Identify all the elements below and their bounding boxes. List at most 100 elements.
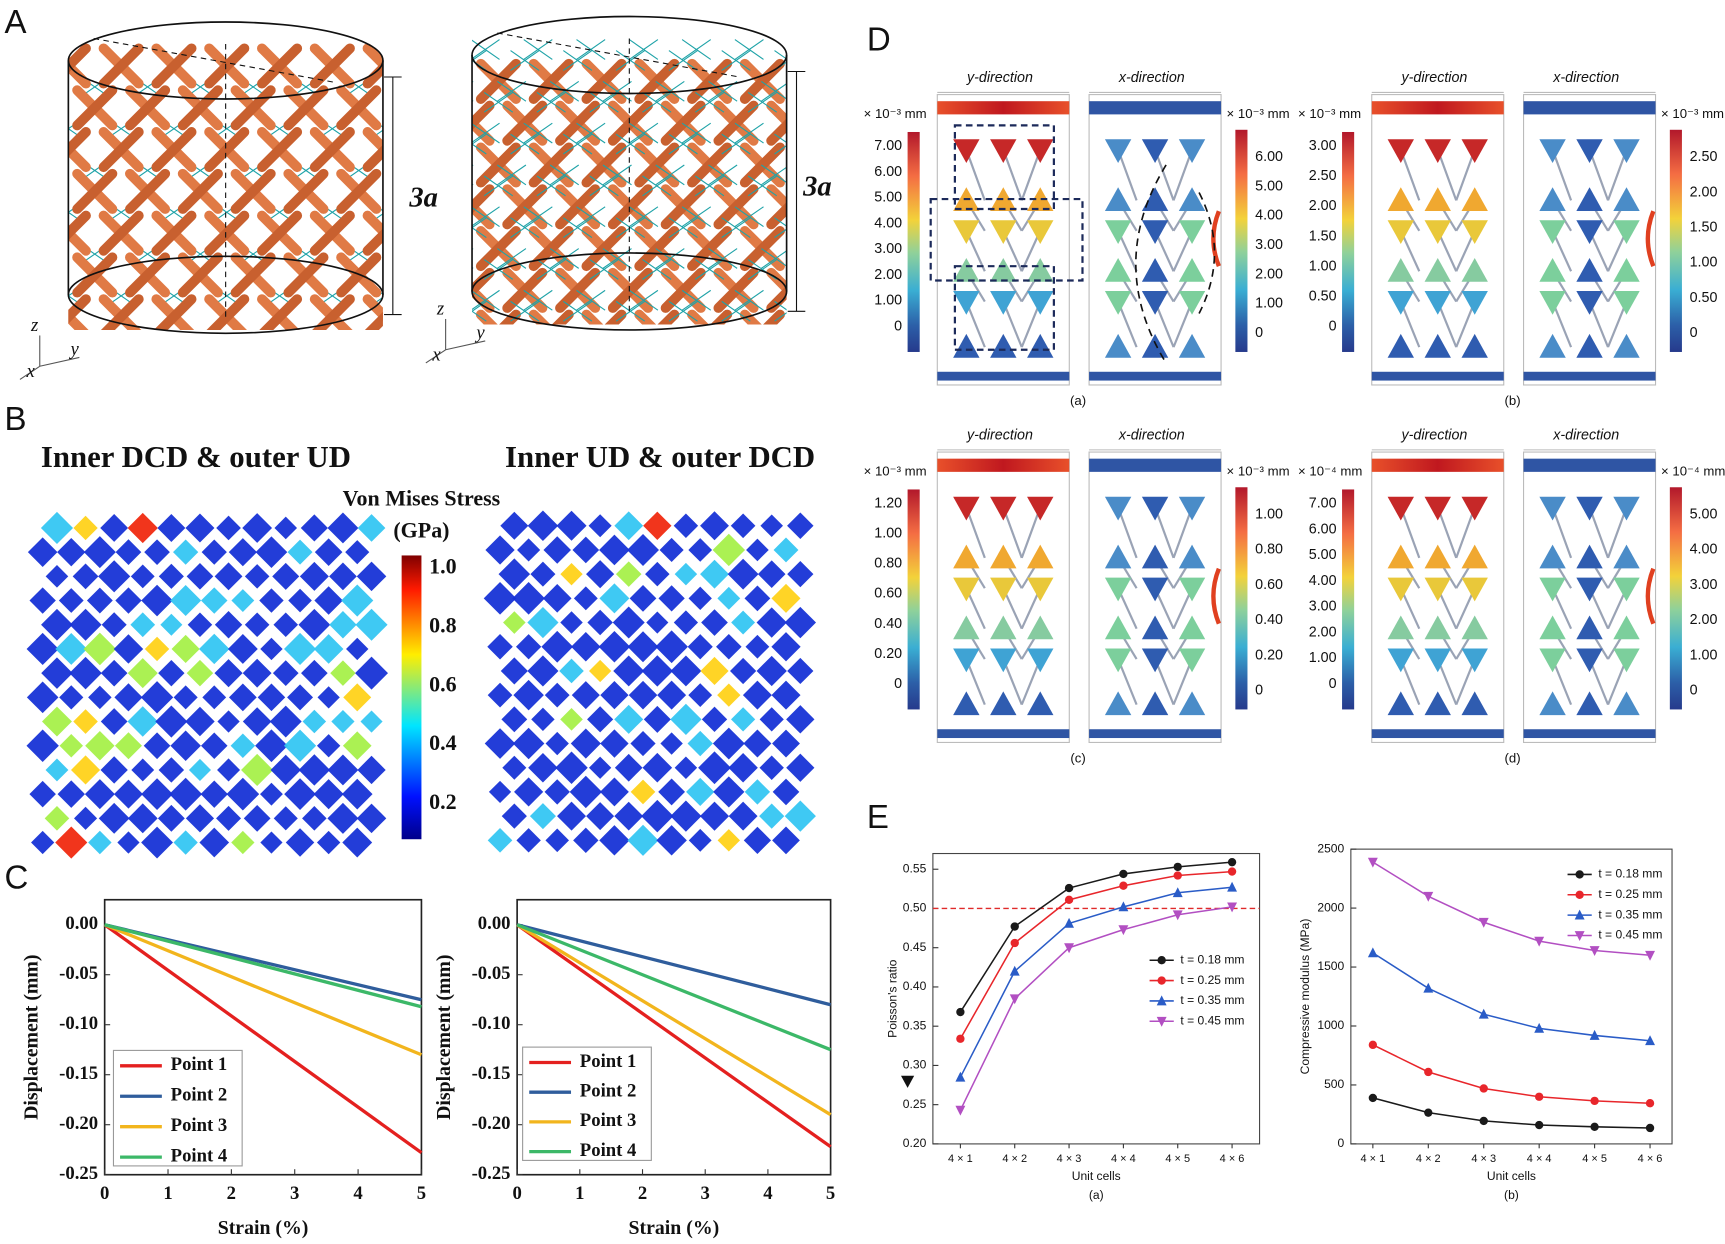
stress-cell <box>501 803 527 829</box>
lattice-node <box>990 691 1017 716</box>
stress-cell <box>484 728 516 759</box>
lattice-node <box>990 544 1017 569</box>
lattice-node <box>629 122 659 144</box>
lattice-strut <box>177 168 223 214</box>
stress-cell <box>283 632 317 666</box>
lattice-strut <box>798 315 833 350</box>
y-tick-label: -0.15 <box>472 1063 511 1084</box>
y-tick-label: -0.15 <box>59 1063 98 1084</box>
stress-cell <box>187 612 213 638</box>
lattice-node <box>734 206 764 228</box>
lattice-node <box>1141 691 1169 716</box>
guide-line <box>93 37 336 84</box>
lattice-node <box>681 122 712 144</box>
stress-cell <box>771 583 801 613</box>
data-point <box>1157 976 1166 985</box>
y-tick-label: -0.05 <box>472 963 511 984</box>
stress-cell <box>614 801 644 831</box>
stress-cell <box>41 608 73 641</box>
axis-label: y <box>474 323 485 344</box>
stress-cell <box>630 779 656 805</box>
colorbar-tick-label: 2.50 <box>1309 168 1337 184</box>
lattice-strut <box>475 58 521 104</box>
lattice-node <box>1576 577 1603 602</box>
stress-cell <box>157 804 185 832</box>
base-plate <box>1089 729 1222 739</box>
lattice-strut <box>98 127 144 173</box>
stress-cell <box>173 685 198 710</box>
stress-cell <box>743 826 772 854</box>
strut <box>1551 506 1573 559</box>
lattice-node <box>1387 258 1414 282</box>
x-tick-label: 4 × 1 <box>948 1153 973 1165</box>
y-tick-label: -0.05 <box>59 963 98 984</box>
stress-cell <box>670 800 702 832</box>
x-tick-label: 4 × 5 <box>1582 1153 1607 1165</box>
lattice-node <box>990 577 1017 602</box>
stress-cell <box>214 611 243 639</box>
lattice-node <box>1104 496 1132 521</box>
y-axis-label: Displacement (mm) <box>433 955 455 1120</box>
stress-cell <box>627 533 660 566</box>
lattice-node <box>1424 691 1451 716</box>
colorbar-tick-label: 4.00 <box>1255 208 1283 224</box>
lattice-node <box>1387 496 1414 521</box>
colorbar-tick-label: 3.00 <box>1255 237 1283 253</box>
stress-cell <box>100 708 128 735</box>
lattice-strut <box>24 257 59 292</box>
lattice-strut <box>0 132 33 167</box>
data-point <box>1157 956 1166 965</box>
lattice-node <box>80 327 110 330</box>
stress-cell <box>745 634 770 659</box>
stress-cell <box>560 611 583 634</box>
lattice-strut <box>309 127 355 173</box>
frame <box>1088 451 1222 743</box>
stress-cell <box>202 685 227 710</box>
data-point <box>1367 947 1378 958</box>
stress-cell <box>71 755 101 785</box>
lattice-strut <box>581 226 627 272</box>
stress-cell <box>88 830 112 855</box>
stress-cell <box>587 609 613 636</box>
colorbar-tick-label: 1.00 <box>1690 647 1718 663</box>
lattice-strut <box>24 257 59 292</box>
stress-cell <box>543 536 571 564</box>
lattice-strut <box>24 90 59 125</box>
lattice-node <box>1178 577 1206 602</box>
data-point <box>1478 1008 1489 1019</box>
stress-cell <box>586 560 615 589</box>
stress-cell <box>314 586 343 615</box>
lattice-node <box>1539 496 1566 521</box>
chart-caption: (b) <box>1504 1188 1519 1202</box>
lattice-strut <box>24 174 59 209</box>
colorbar-tick-label: 3.00 <box>1309 138 1337 154</box>
stress-cell <box>614 511 644 541</box>
lattice-strut <box>710 309 733 325</box>
stress-cell <box>73 709 98 734</box>
lattice-strut <box>0 299 33 334</box>
stress-cell <box>69 608 102 641</box>
colorbar-tick-label: 0 <box>1690 325 1698 341</box>
stress-field <box>483 510 817 856</box>
y-tick-label: 1000 <box>1317 1018 1344 1032</box>
lattice-strut <box>766 184 787 212</box>
x-tick-label: 4 <box>353 1183 362 1204</box>
stress-cell <box>688 538 713 562</box>
lattice-node <box>1461 577 1488 602</box>
lattice-node <box>1141 291 1169 315</box>
stress-cell <box>730 707 756 732</box>
lattice-strut <box>100 294 144 330</box>
x-tick-label: 4 × 3 <box>1471 1153 1496 1165</box>
data-point <box>1574 931 1585 941</box>
data-point <box>1064 917 1075 928</box>
stress-cell <box>83 632 117 666</box>
series-line <box>516 923 832 1117</box>
stress-cell <box>115 539 142 565</box>
lattice-strut <box>798 231 833 266</box>
stress-cell <box>88 685 112 710</box>
lattice-node <box>1141 496 1169 521</box>
strut <box>965 506 986 559</box>
lattice-node <box>629 206 659 228</box>
strut <box>1002 506 1023 559</box>
stress-cell <box>784 800 816 832</box>
